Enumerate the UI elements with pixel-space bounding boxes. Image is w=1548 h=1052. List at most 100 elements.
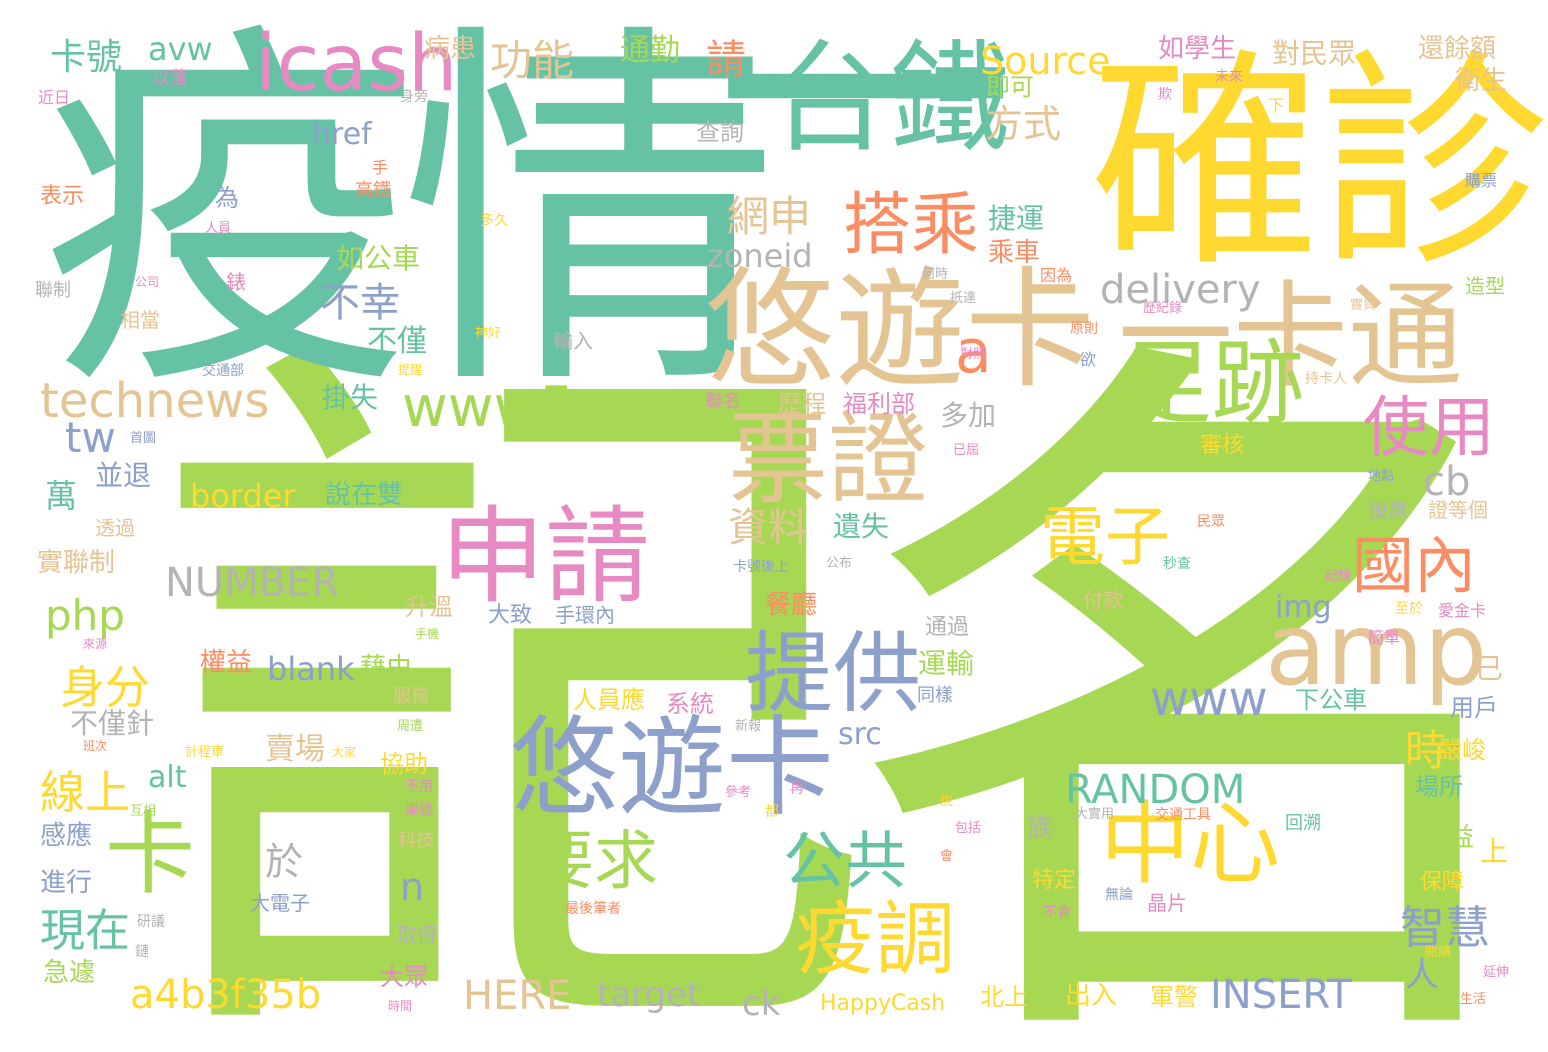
word: 不用 [405,779,433,795]
word: Source [980,39,1111,83]
word: target [597,975,701,1015]
word: 還餘額 [1418,34,1497,64]
word: 實聯制 [37,548,116,578]
word: 時 [1405,726,1448,775]
word: INSERT [1210,972,1352,1018]
word: 特定 [1032,868,1077,893]
word: ck [742,984,781,1024]
word: n [400,865,425,909]
word: 以落 [152,68,188,89]
word: 服務 [393,686,429,707]
word: NUMBER [165,560,340,606]
word: 聯名 [705,391,741,412]
word: 票證 [728,401,928,518]
word: 如公車 [336,242,421,275]
word: 衛生 [1455,66,1508,96]
word: 公布 [826,556,853,571]
word: 透過 [95,516,135,540]
word: 大電子 [250,891,310,915]
word: blank [267,650,355,688]
word: 下 [1268,96,1285,115]
word: 捷運 [988,202,1045,235]
word: 記名 [150,285,1548,1052]
word: 原則 [1070,321,1098,337]
word: 錶 [226,270,246,294]
word: 要求 [530,825,658,899]
word: 提醒 [398,363,423,377]
word: 出入 [1065,981,1118,1011]
word: 互相 [130,804,157,819]
word: 智慧 [1400,901,1491,954]
word: 進行 [40,868,93,898]
word: 同樣 [917,685,953,706]
word: 卡 [105,802,195,907]
word: a [955,317,992,387]
word: 於 [265,840,304,884]
word: 運輸 [918,647,975,680]
word: 不僅針 [70,707,155,740]
word: 並退 [95,459,152,492]
word: 福利部 [843,390,915,418]
word: 周遭 [397,719,424,734]
word: 不會 [1043,905,1071,921]
word: 大實用 [1075,807,1115,822]
word: 審核 [1200,433,1245,458]
word: 對照 [960,347,987,362]
word: 首圖 [130,431,157,446]
word: 可享 [1278,428,1326,456]
word: 感應 [40,821,93,851]
word: 時間 [388,999,413,1013]
word: 族 [1027,813,1054,843]
word: 為 [215,184,239,212]
word: 對民眾 [1272,37,1357,70]
word: 國內 [1352,529,1477,602]
word: 交通工具 [1155,807,1211,823]
word: 不幸 [320,280,400,326]
word: 付款 [1083,588,1123,612]
word: HERE [463,973,572,1019]
word: 因為 [1040,266,1073,285]
word: 下公車 [1295,686,1367,714]
word: 場所 [1415,773,1463,801]
word: 身旁 [400,89,428,105]
word: tw [65,413,116,462]
word: 人員 [205,221,232,236]
word: 軍警 [1150,983,1198,1011]
word: php [45,591,125,640]
word: 用戶 [1450,694,1498,722]
word: 研議 [137,914,165,930]
word: 嚴峻 [1438,736,1486,764]
word: 線上 [40,766,131,819]
word: src [838,717,882,752]
word: 系統 [666,690,714,718]
word: 證等個 [1428,498,1488,522]
word: 實貿 [1350,298,1377,313]
word: 足跡 [1120,330,1305,437]
word: 手機 [415,627,440,641]
word: 說在雙 [325,480,404,510]
word: 大家 [332,745,357,759]
word: 近日 [38,88,71,107]
word: 功能 [490,36,575,85]
word: 科技 [398,830,434,851]
word: 電子 [1040,500,1171,575]
word: 大眾 [380,963,428,991]
word: 最後筆者 [565,901,621,917]
word: 交通部 [202,363,244,379]
word: 未來 [1215,69,1243,85]
word: 卡號 [50,37,123,78]
word: 取得 [397,923,437,947]
word: 台鐵 [770,30,1010,169]
word: 遺失 [833,510,890,543]
word: a4b3f35b [130,972,322,1018]
word: 愛金卡 [1438,601,1487,620]
word: 人員應 [573,686,645,714]
word: 卡號後上 [733,559,789,575]
word: 班次 [83,739,108,753]
word: 上 [1480,835,1509,868]
word: 急遽 [43,958,96,988]
word: 中心 [1100,792,1280,897]
word: 公司 [135,275,160,289]
word: HappyCash [820,991,946,1016]
